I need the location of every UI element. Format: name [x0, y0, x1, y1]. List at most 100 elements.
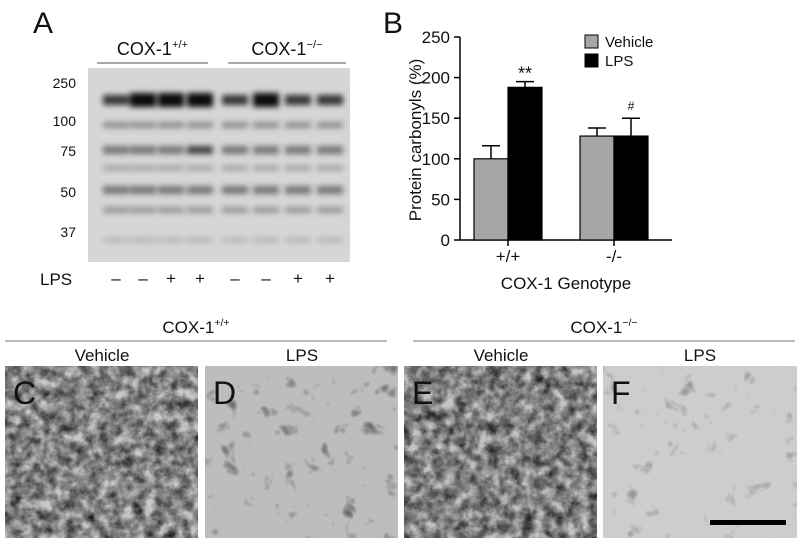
group-superscript: −/−: [306, 39, 322, 51]
condition-label: LPS: [286, 346, 318, 365]
band: [222, 146, 248, 154]
band: [103, 122, 129, 128]
band: [187, 146, 213, 154]
lane-symbol: –: [138, 269, 148, 288]
band: [317, 237, 343, 243]
mw-marker: 37: [60, 224, 76, 240]
band: [222, 165, 248, 171]
legend-label: Vehicle: [605, 34, 653, 51]
band: [253, 165, 279, 171]
band: [103, 95, 129, 105]
mw-marker: 50: [60, 184, 76, 200]
significance-label: #: [628, 99, 635, 113]
group-label: COX-1−/−: [251, 39, 322, 59]
band: [317, 165, 343, 171]
panel-letter: D: [213, 375, 236, 411]
band: [222, 95, 248, 105]
lane-symbol: +: [293, 269, 303, 288]
band: [253, 207, 279, 213]
bar: [507, 86, 543, 241]
lane-symbol: +: [325, 269, 335, 288]
band: [222, 207, 248, 213]
bar: [613, 135, 649, 241]
band: [158, 237, 184, 243]
mw-marker: 100: [53, 113, 77, 129]
band: [158, 207, 184, 213]
band: [158, 165, 184, 171]
y-tick-label: 0: [441, 231, 450, 250]
band: [103, 207, 129, 213]
condition-label: Vehicle: [474, 346, 529, 365]
band: [253, 186, 279, 194]
panel-letter: C: [13, 375, 36, 411]
significance-label: **: [518, 64, 532, 84]
band: [158, 186, 184, 194]
y-tick-label: 200: [422, 69, 450, 88]
band: [130, 165, 156, 171]
band: [187, 93, 213, 107]
band: [285, 146, 311, 154]
x-tick-label: -/-: [606, 247, 622, 266]
lane-symbol: –: [261, 269, 271, 288]
band: [285, 95, 311, 105]
band: [222, 186, 248, 194]
group-superscript: −/−: [622, 317, 637, 329]
band: [317, 146, 343, 154]
bar: [579, 135, 615, 241]
band: [253, 122, 279, 128]
bar: [473, 158, 509, 241]
group-superscript: +/+: [172, 39, 188, 51]
band: [253, 237, 279, 243]
band: [187, 207, 213, 213]
condition-label: LPS: [684, 346, 716, 365]
band: [103, 146, 129, 154]
micrographs: [5, 366, 797, 538]
band: [158, 122, 184, 128]
panel-letter: B: [383, 7, 403, 40]
y-tick-label: 100: [422, 150, 450, 169]
band: [317, 122, 343, 128]
panel-letter: F: [611, 375, 631, 411]
group-label: COX-1+/+: [117, 39, 188, 59]
band: [158, 146, 184, 154]
band: [285, 237, 311, 243]
lane-symbol: +: [195, 269, 205, 288]
scale-bar: [710, 520, 786, 525]
legend-label: LPS: [605, 53, 633, 70]
band: [130, 93, 156, 107]
y-axis-label: Protein carbonyls (%): [406, 59, 425, 222]
y-tick-label: 50: [431, 190, 450, 209]
band: [317, 207, 343, 213]
band: [103, 165, 129, 171]
band: [253, 146, 279, 154]
band: [130, 122, 156, 128]
lane-symbol: –: [230, 269, 240, 288]
band: [130, 237, 156, 243]
group-name: COX-1: [162, 318, 214, 337]
blot-bands: [103, 93, 343, 243]
band: [187, 165, 213, 171]
x-axis-label: COX-1 Genotype: [501, 274, 631, 293]
band: [285, 207, 311, 213]
band: [130, 207, 156, 213]
group-name: COX-1: [251, 39, 306, 59]
band: [285, 165, 311, 171]
band: [253, 93, 279, 107]
band: [317, 95, 343, 105]
band: [130, 146, 156, 154]
band: [187, 186, 213, 194]
condition-label: Vehicle: [75, 346, 130, 365]
group-name: COX-1: [117, 39, 172, 59]
row-label: LPS: [40, 270, 72, 289]
mw-marker: 75: [60, 143, 76, 159]
band: [103, 237, 129, 243]
band: [187, 237, 213, 243]
band: [317, 186, 343, 194]
band: [222, 122, 248, 128]
mw-marker: 250: [53, 75, 77, 91]
group-label: COX-1−/−: [570, 317, 637, 337]
group-name: COX-1: [570, 318, 622, 337]
x-tick-label: +/+: [496, 247, 521, 266]
band: [222, 237, 248, 243]
